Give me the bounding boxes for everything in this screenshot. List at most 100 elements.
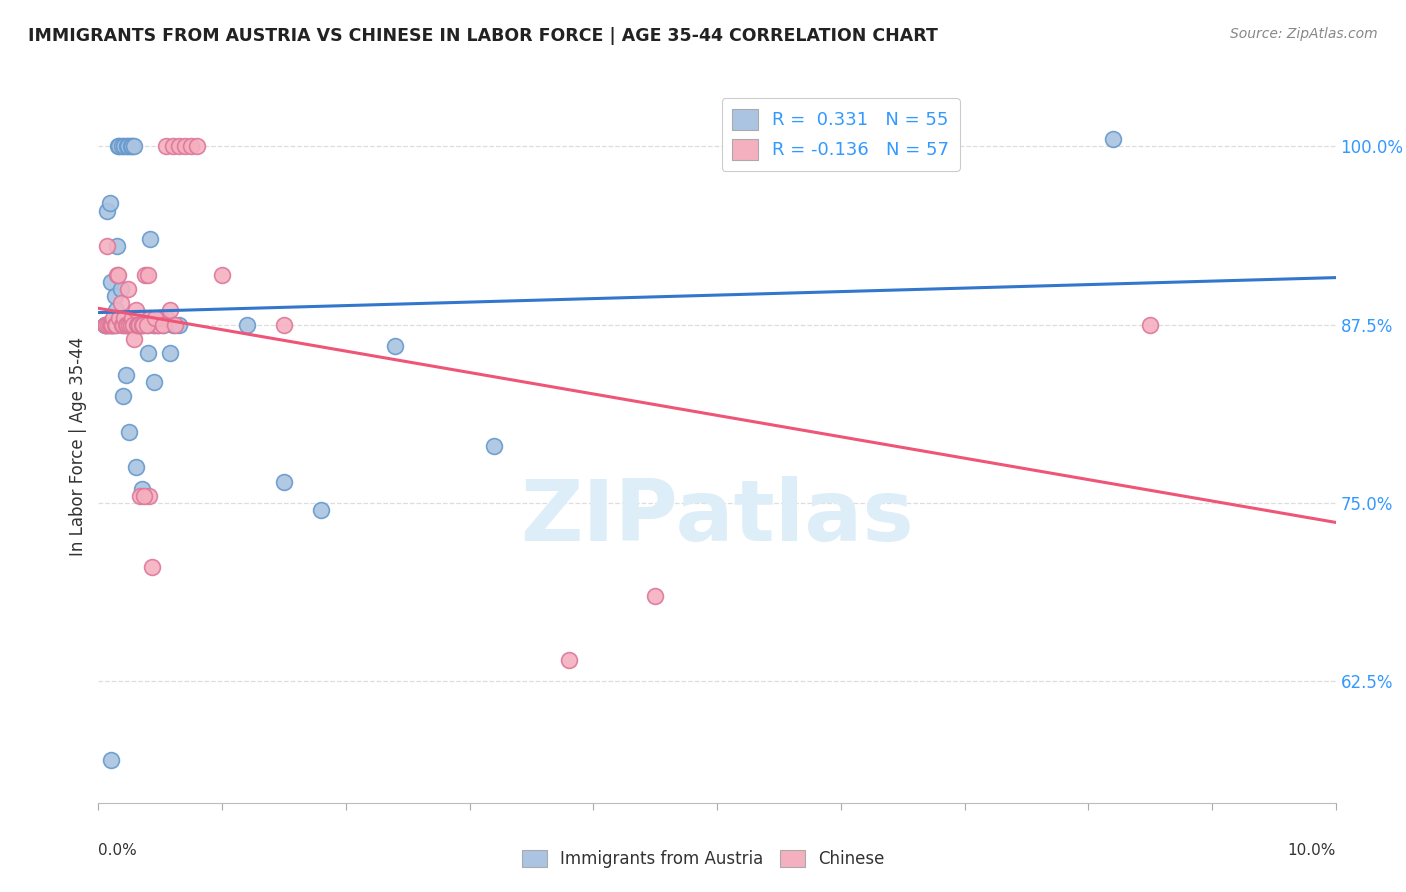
Point [93, 318, 115, 332]
Point [100, 753, 122, 767]
Point [108, 310, 131, 325]
Point [124, 139, 146, 153]
Point [124, 303, 146, 318]
Text: Source: ZipAtlas.com: Source: ZipAtlas.com [1230, 27, 1378, 41]
Legend: Immigrants from Austria, Chinese: Immigrants from Austria, Chinese [515, 843, 891, 875]
Point [143, 318, 166, 332]
Point [273, 318, 295, 332]
Point [111, 318, 134, 332]
Point [309, 503, 332, 517]
Point [112, 318, 135, 332]
Point [111, 139, 134, 153]
Point [97, 318, 120, 332]
Point [97, 318, 120, 332]
Point [1139, 318, 1161, 332]
Point [112, 310, 135, 325]
Point [104, 303, 127, 318]
Point [143, 318, 166, 332]
Point [149, 310, 172, 325]
Point [146, 318, 169, 332]
Point [167, 318, 190, 332]
Point [127, 318, 149, 332]
Point [128, 318, 150, 332]
Point [136, 346, 159, 360]
Point [135, 318, 157, 332]
Point [103, 318, 125, 332]
Point [125, 318, 148, 332]
Point [114, 318, 136, 332]
Point [96, 203, 118, 218]
Point [120, 318, 142, 332]
Point [114, 318, 136, 332]
Point [101, 318, 124, 332]
Point [159, 303, 181, 318]
Point [155, 310, 177, 325]
Point [121, 310, 143, 325]
Point [94, 318, 117, 332]
Point [124, 332, 146, 346]
Point [98, 196, 121, 211]
Point [100, 318, 122, 332]
Point [107, 139, 129, 153]
Point [117, 282, 139, 296]
Point [236, 318, 259, 332]
Point [180, 139, 202, 153]
Point [94, 318, 117, 332]
Text: IMMIGRANTS FROM AUSTRIA VS CHINESE IN LABOR FORCE | AGE 35-44 CORRELATION CHART: IMMIGRANTS FROM AUSTRIA VS CHINESE IN LA… [28, 27, 938, 45]
Point [143, 310, 166, 325]
Point [146, 318, 169, 332]
Point [136, 268, 159, 282]
Point [131, 318, 153, 332]
Point [162, 139, 184, 153]
Point [118, 310, 141, 325]
Point [112, 139, 135, 153]
Point [125, 318, 148, 332]
Point [121, 139, 143, 153]
Point [127, 318, 149, 332]
Point [132, 318, 155, 332]
Point [211, 268, 233, 282]
Point [131, 482, 153, 496]
Point [186, 139, 208, 153]
Point [108, 139, 131, 153]
Point [155, 139, 177, 153]
Text: 0.0%: 0.0% [98, 843, 138, 858]
Point [93, 318, 115, 332]
Point [149, 310, 172, 325]
Point [122, 318, 145, 332]
Point [139, 232, 162, 246]
Point [117, 139, 139, 153]
Point [134, 489, 156, 503]
Point [118, 318, 141, 332]
Point [104, 318, 127, 332]
Point [115, 139, 138, 153]
Point [152, 318, 174, 332]
Text: ZIPatlas: ZIPatlas [520, 475, 914, 559]
Point [100, 275, 122, 289]
Point [129, 489, 152, 503]
Point [167, 139, 190, 153]
Point [134, 310, 156, 325]
Point [136, 318, 159, 332]
Point [103, 289, 125, 303]
Point [131, 318, 153, 332]
Point [644, 589, 666, 603]
Point [98, 318, 121, 332]
Point [118, 425, 141, 439]
Point [110, 296, 132, 310]
Point [128, 318, 150, 332]
Point [273, 475, 295, 489]
Point [103, 310, 125, 325]
Point [384, 339, 406, 353]
Point [152, 318, 174, 332]
Point [115, 318, 138, 332]
Point [1102, 132, 1125, 146]
Point [141, 560, 163, 574]
Point [120, 139, 142, 153]
Point [557, 653, 579, 667]
Point [110, 282, 132, 296]
Point [103, 318, 125, 332]
Legend: R =  0.331   N = 55, R = -0.136   N = 57: R = 0.331 N = 55, R = -0.136 N = 57 [721, 98, 960, 170]
Point [101, 318, 124, 332]
Point [122, 318, 145, 332]
